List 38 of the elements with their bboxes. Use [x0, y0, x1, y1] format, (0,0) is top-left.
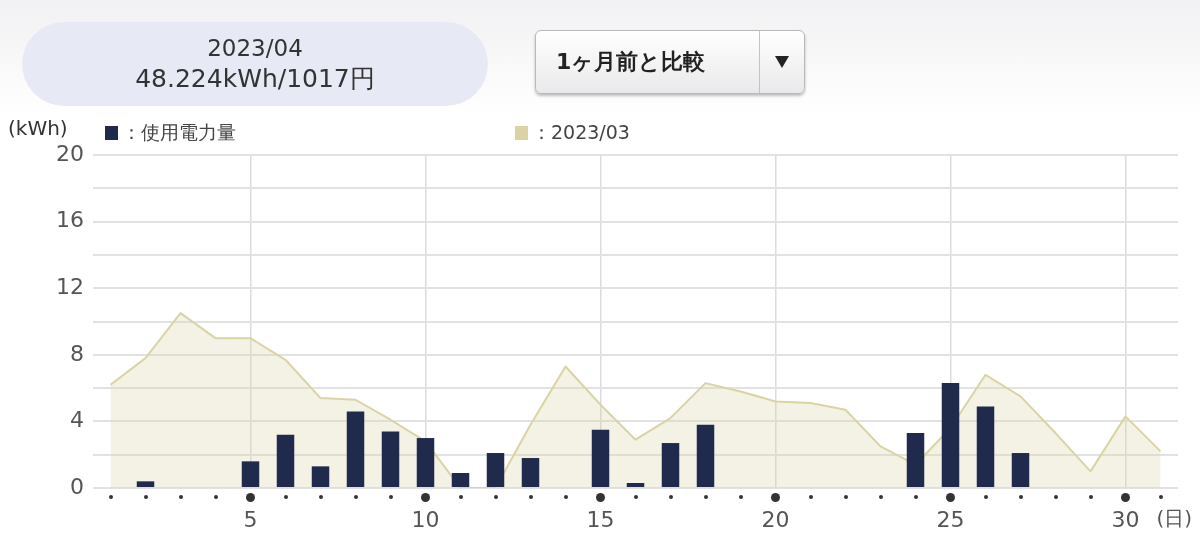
- y-axis-title: (kWh): [8, 116, 68, 141]
- bar: [241, 461, 260, 487]
- y-tick-label: 12: [56, 273, 84, 299]
- bar: [906, 433, 925, 487]
- bar: [1011, 453, 1030, 487]
- legend-label: ：使用電力量: [122, 120, 236, 145]
- x-tick-label: 10: [411, 506, 440, 532]
- bar: [626, 483, 645, 487]
- bar: [941, 383, 960, 487]
- chart-title: 2023/04: [207, 34, 303, 63]
- x-tick-label: 15: [586, 506, 615, 532]
- bar: [486, 453, 505, 487]
- bar: [346, 411, 365, 487]
- x-tick-label: 25: [936, 506, 965, 532]
- y-tick-label: 4: [70, 407, 84, 433]
- bar: [276, 434, 295, 487]
- summary-panel: 2023/04 48.224kWh/1017円: [22, 22, 488, 106]
- y-tick-label: 8: [70, 340, 84, 366]
- y-tick-label: 20: [56, 140, 84, 166]
- y-tick-label: 16: [56, 207, 84, 233]
- bar: [521, 458, 540, 487]
- y-tick-label: 0: [70, 473, 84, 499]
- bar: [311, 466, 330, 487]
- bar: [381, 431, 400, 487]
- bar: [591, 429, 610, 487]
- bar: [976, 406, 995, 487]
- legend-label: ：2023/03: [532, 120, 630, 145]
- chart-subtitle: 48.224kWh/1017円: [135, 63, 375, 95]
- bar: [416, 438, 435, 487]
- x-tick-label: 30: [1111, 506, 1140, 532]
- bar: [661, 443, 680, 487]
- x-tick-label: 20: [761, 506, 790, 532]
- bar: [696, 424, 715, 487]
- bar: [451, 473, 470, 487]
- bar: [136, 481, 155, 487]
- x-tick-label: 5: [243, 506, 258, 532]
- x-axis-title: (日): [1156, 506, 1192, 531]
- dropdown-button[interactable]: 1ヶ月前と比較: [535, 30, 805, 94]
